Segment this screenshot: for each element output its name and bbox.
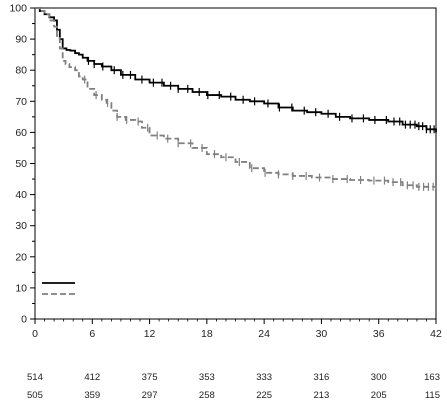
risk-table-cell: 205 bbox=[371, 390, 387, 401]
x-tick-label: 24 bbox=[258, 328, 270, 340]
series-dashed bbox=[35, 7, 437, 191]
x-axis: 0 6 12 18 24 30 36 42 bbox=[32, 319, 442, 340]
y-tick-label: 60 bbox=[15, 127, 27, 139]
risk-table-cell: 225 bbox=[256, 390, 272, 401]
y-tick-label: 80 bbox=[15, 65, 27, 77]
y-tick-label: 20 bbox=[15, 251, 27, 263]
x-tick-label: 12 bbox=[144, 328, 156, 340]
risk-table-cell: 258 bbox=[199, 390, 215, 401]
risk-table-cell: 359 bbox=[84, 390, 100, 401]
risk-table-cell: 333 bbox=[256, 372, 272, 383]
risk-table-cell: 213 bbox=[313, 390, 329, 401]
risk-table-cell: 115 bbox=[425, 390, 440, 401]
risk-table-cell: 163 bbox=[424, 372, 440, 383]
legend bbox=[42, 282, 75, 295]
risk-table-cell: 316 bbox=[313, 372, 329, 383]
y-tick-label: 40 bbox=[15, 189, 27, 201]
survival-line-solid bbox=[35, 7, 437, 133]
y-axis: 0 10 20 30 40 50 60 70 80 90 100 bbox=[9, 3, 35, 326]
risk-table-cell: 353 bbox=[199, 372, 215, 383]
risk-table-cell: 300 bbox=[371, 372, 387, 383]
risk-table-cell: 375 bbox=[142, 372, 158, 383]
risk-table-cell: 412 bbox=[84, 372, 100, 383]
x-tick-label: 18 bbox=[201, 328, 213, 340]
series-layer bbox=[35, 7, 437, 191]
x-tick-label: 30 bbox=[316, 328, 328, 340]
y-tick-label: 50 bbox=[15, 158, 27, 170]
x-tick-label: 6 bbox=[89, 328, 95, 340]
risk-table-cell: 514 bbox=[27, 372, 43, 383]
y-tick-label: 30 bbox=[15, 220, 27, 232]
x-tick-label: 0 bbox=[32, 328, 38, 340]
risk-table-cell: 297 bbox=[142, 390, 158, 401]
y-tick-label: 100 bbox=[9, 3, 27, 15]
plot-frame bbox=[34, 7, 437, 320]
x-tick-label: 42 bbox=[430, 328, 442, 340]
risk-table: 514 412 375 353 333 316 300 163 505 359 297 258 225 2… bbox=[27, 372, 440, 401]
series-solid bbox=[35, 7, 437, 134]
survival-line-dashed bbox=[35, 7, 437, 190]
risk-table-cell: 505 bbox=[27, 390, 43, 401]
y-tick-label: 10 bbox=[15, 282, 27, 294]
x-tick-label: 36 bbox=[373, 328, 385, 340]
y-tick-label: 0 bbox=[21, 314, 27, 326]
y-tick-label: 70 bbox=[15, 96, 27, 108]
y-tick-label: 90 bbox=[15, 34, 27, 46]
